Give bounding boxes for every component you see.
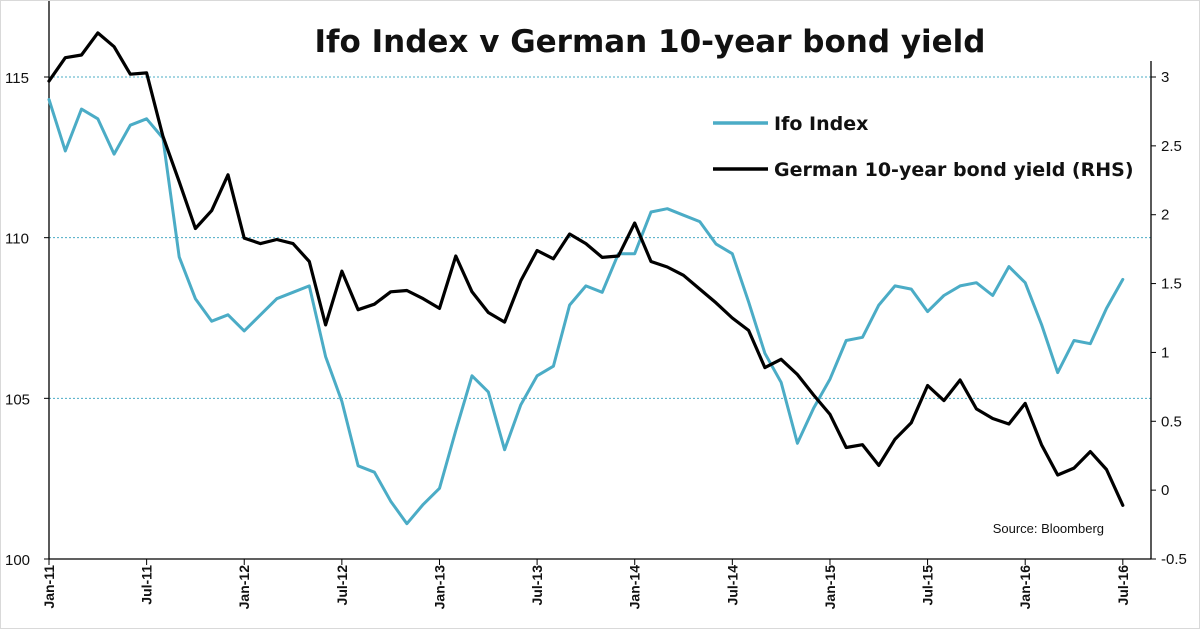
x-tick-label: Jul-13: [529, 565, 545, 606]
series-lines: [47, 31, 1125, 526]
ifo-index-line: [47, 98, 1125, 526]
right-tick-label: 2: [1161, 207, 1169, 224]
x-tick-label: Jul-15: [920, 565, 936, 606]
right-tick-label: 1.5: [1161, 276, 1182, 293]
left-axis-ticks: 115 110 105 100: [5, 70, 49, 569]
right-tick-label: 0: [1161, 482, 1169, 499]
left-tick-label: 115: [5, 70, 29, 87]
x-tick-label: Jan-16: [1017, 565, 1033, 610]
x-tick-label: Jul-16: [1115, 565, 1131, 606]
source-note: Source: Bloomberg: [993, 521, 1104, 536]
x-tick-label: Jan-12: [236, 565, 252, 610]
right-tick-label: 0.5: [1161, 413, 1182, 430]
legend: Ifo Index German 10-year bond yield (RHS…: [713, 113, 1134, 181]
x-axis-ticks: Jan-11 Jul-11 Jan-12 Jul-12 Jan-13 Jul-13 Jan-…: [41, 559, 1131, 609]
legend-label-bond-yield: German 10-year bond yield (RHS): [774, 159, 1134, 181]
gridlines: [49, 76, 1151, 399]
x-tick-label: Jul-12: [334, 565, 350, 606]
x-tick-label: Jul-14: [724, 565, 740, 606]
axes: [48, 1, 1152, 560]
left-tick-label: 110: [5, 231, 29, 248]
left-tick-label: 100: [5, 552, 30, 569]
right-tick-label: 1: [1161, 344, 1169, 361]
left-tick-label: 105: [5, 391, 30, 408]
bond-yield-line: [47, 31, 1125, 507]
legend-label-ifo: Ifo Index: [774, 113, 868, 135]
x-tick-label: Jan-11: [41, 565, 57, 609]
right-tick-label: 3: [1161, 69, 1169, 86]
x-tick-label: Jul-11: [139, 565, 155, 605]
x-tick-label: Jan-15: [822, 565, 838, 610]
x-tick-label: Jan-13: [431, 565, 447, 610]
right-axis-ticks: 3 2.5 2 1.5 1 0.5 0 -0.5: [1151, 69, 1187, 568]
chart-title: Ifo Index v German 10-year bond yield: [314, 24, 985, 60]
right-tick-label: 2.5: [1161, 138, 1182, 155]
x-tick-label: Jan-14: [627, 565, 643, 610]
right-tick-label: -0.5: [1161, 551, 1187, 568]
